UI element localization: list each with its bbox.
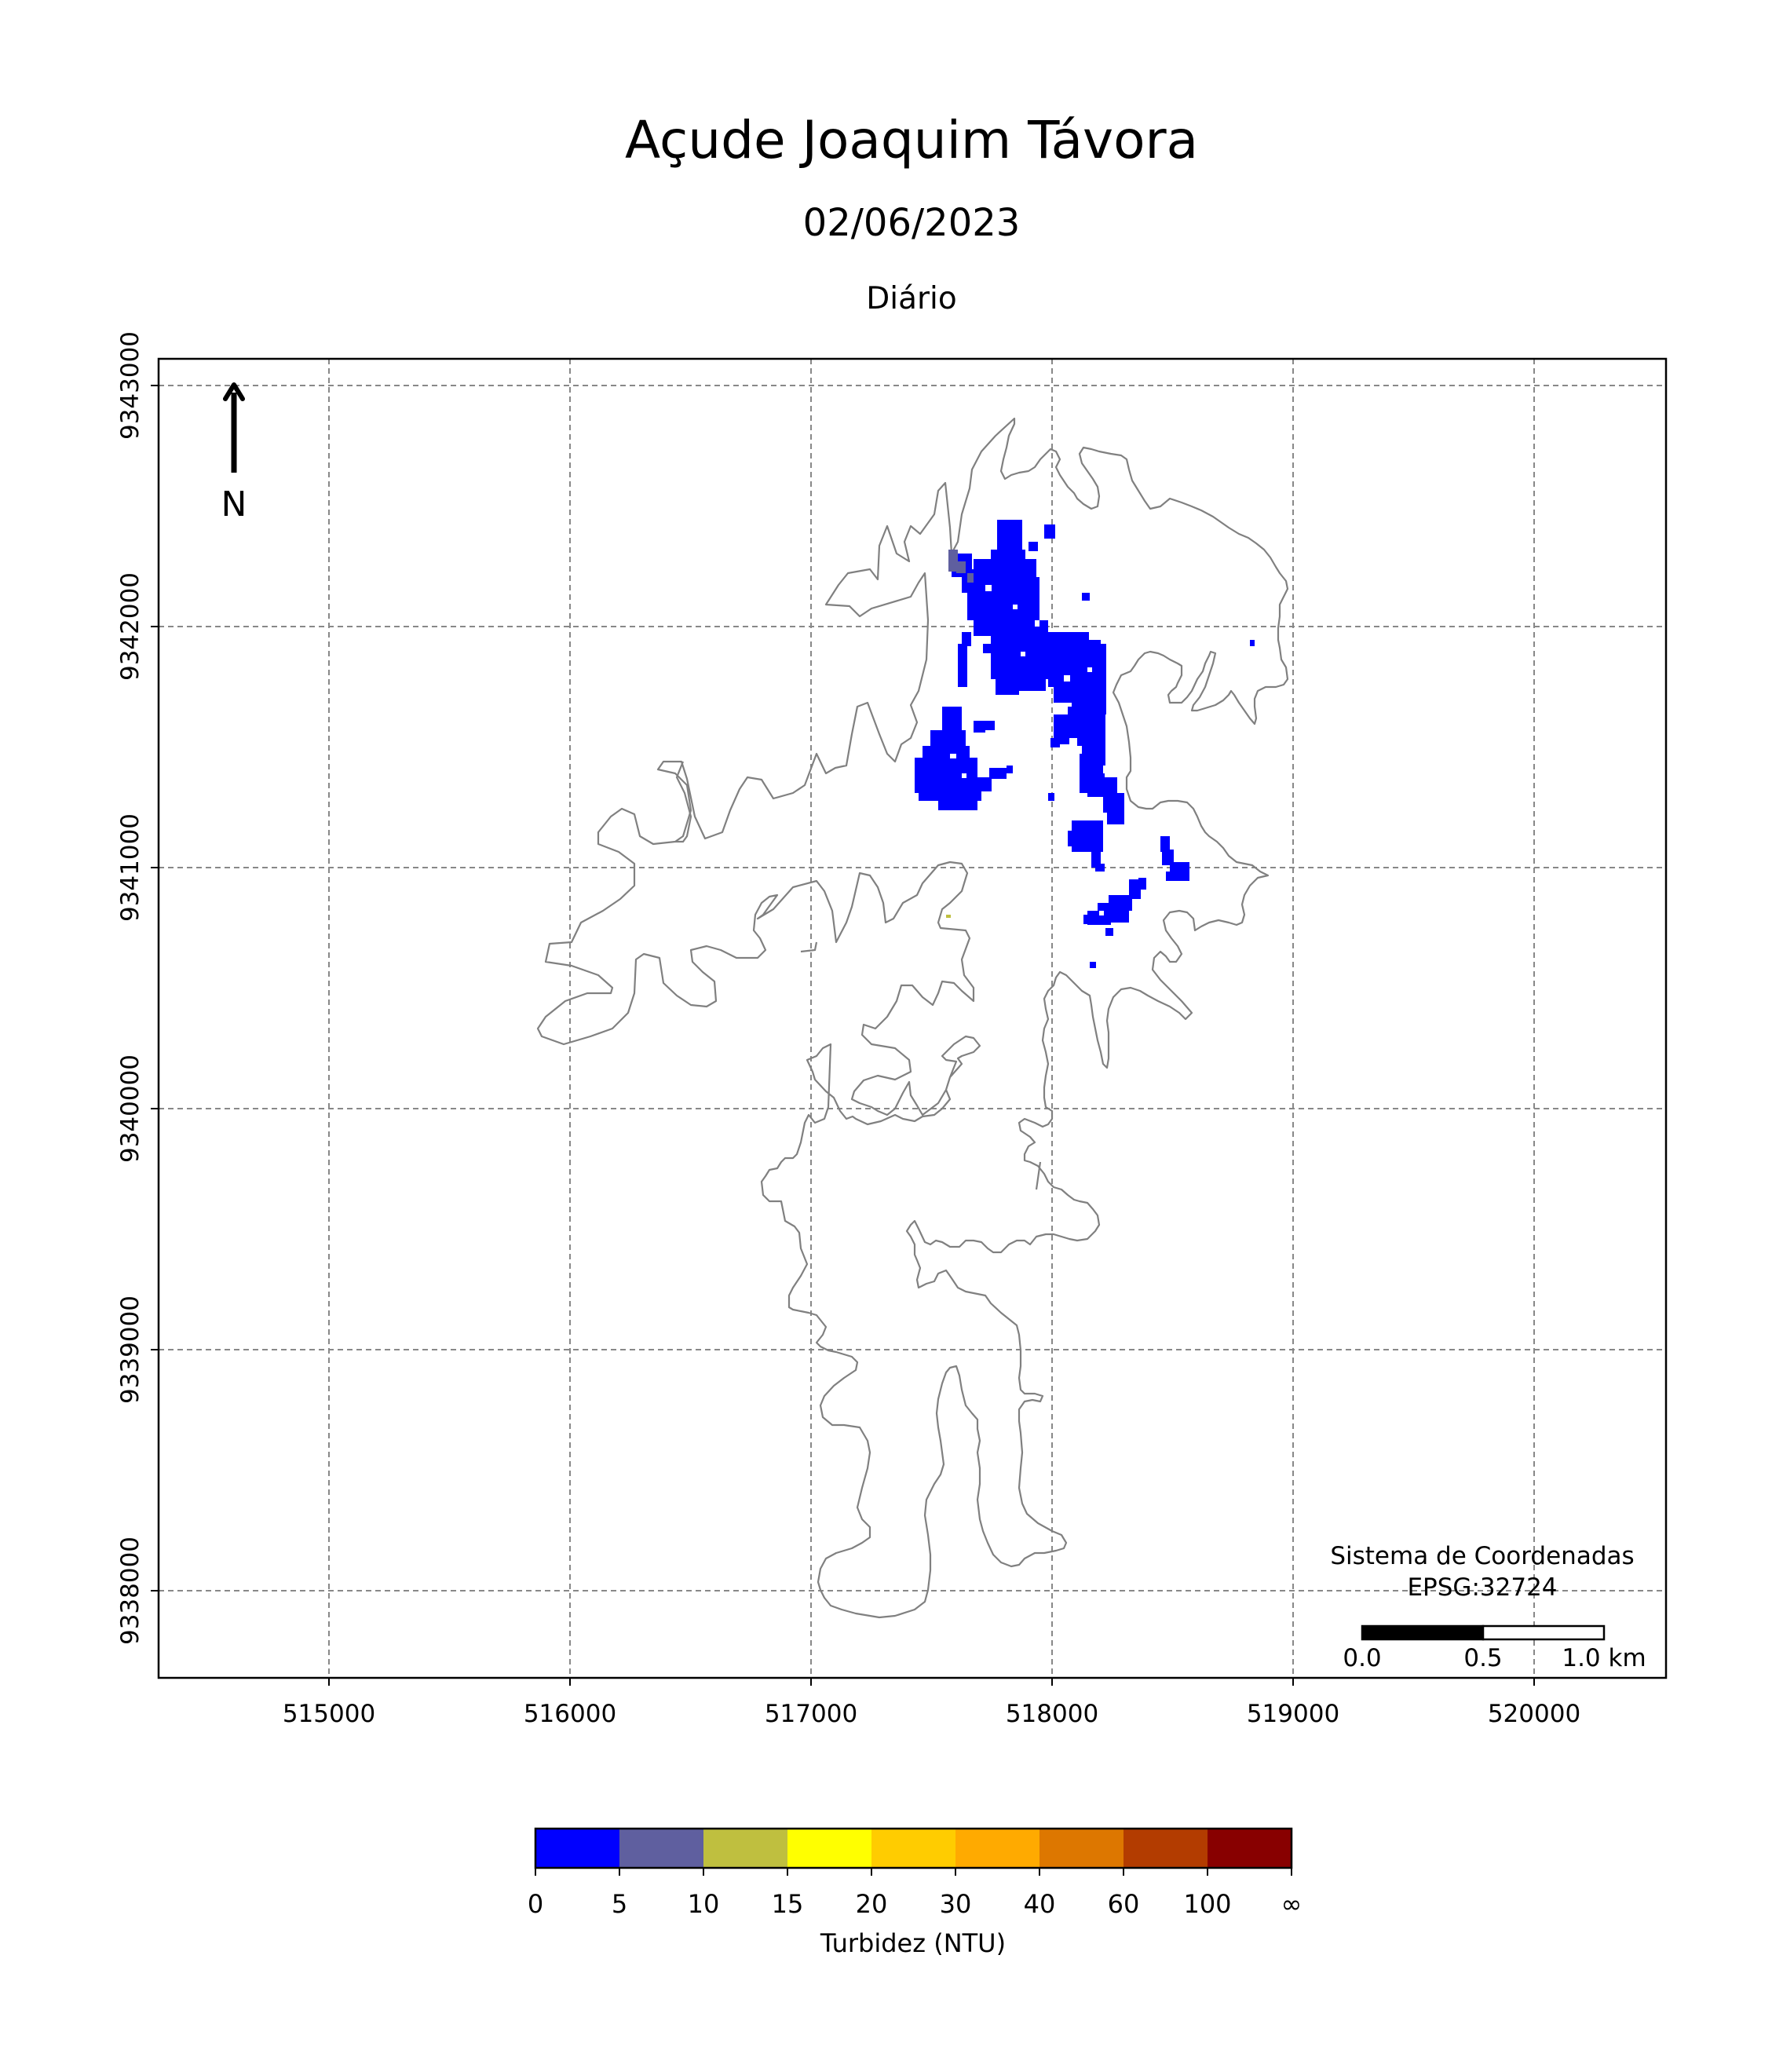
map-area xyxy=(159,359,1666,1678)
x-tick-labels: 515000 516000 517000 518000 519000 52000… xyxy=(283,1700,1580,1728)
colorbar-tick-label: 5 xyxy=(612,1889,627,1919)
colorbar-segment-30-40 xyxy=(955,1829,1039,1868)
colorbar-segment-100-inf xyxy=(1208,1829,1292,1868)
colorbar-tick-label: 100 xyxy=(1183,1889,1231,1919)
colorbar-tick-label: 30 xyxy=(940,1889,972,1919)
colorbar-title: Turbidez (NTU) xyxy=(820,1928,1006,1958)
x-tick-label: 519000 xyxy=(1247,1700,1339,1728)
colorbar-tick-label: 60 xyxy=(1108,1889,1140,1919)
y-tick-label: 9339000 xyxy=(116,1295,144,1404)
x-tick-label: 520000 xyxy=(1488,1700,1580,1728)
colorbar-segment-60-100 xyxy=(1124,1829,1208,1868)
scale-bar-segment-white xyxy=(1483,1626,1604,1639)
colorbar-segment-5-10 xyxy=(619,1829,703,1868)
colorbar-segment-15-20 xyxy=(787,1829,871,1868)
colorbar-segment-0-5 xyxy=(535,1829,619,1868)
colorbar-tick-label: 20 xyxy=(856,1889,888,1919)
crs-code: EPSG:32724 xyxy=(1407,1573,1557,1602)
y-tick-label: 9341000 xyxy=(116,813,144,922)
north-label: N xyxy=(221,484,247,524)
y-tick-labels: 9343000 9342000 9341000 9340000 9339000 … xyxy=(116,331,144,1645)
colorbar-tick-label: ∞ xyxy=(1281,1889,1303,1919)
y-tick-label: 9340000 xyxy=(116,1054,144,1163)
y-tick-label: 9338000 xyxy=(116,1537,144,1645)
colorbar-tick-label: 10 xyxy=(688,1889,720,1919)
colorbar-segment-40-60 xyxy=(1039,1829,1124,1868)
crs-label: Sistema de Coordenadas xyxy=(1330,1542,1634,1570)
y-tick-label: 9342000 xyxy=(116,572,144,681)
scale-bar-segment-black xyxy=(1362,1626,1483,1639)
scale-bar-label: 0.0 xyxy=(1343,1644,1381,1672)
x-tick-label: 518000 xyxy=(1006,1700,1098,1728)
colorbar-tick-label: 15 xyxy=(772,1889,804,1919)
water-pixel-yellow xyxy=(946,915,951,918)
x-tick-label: 515000 xyxy=(283,1700,375,1728)
colorbar-tick-label: 40 xyxy=(1024,1889,1056,1919)
colorbar-tick-label: 0 xyxy=(528,1889,543,1919)
x-tick-label: 517000 xyxy=(765,1700,857,1728)
colorbar-segment-10-15 xyxy=(703,1829,787,1868)
scale-bar-label: 1.0 km xyxy=(1562,1644,1646,1672)
colorbar: 0 5 10 15 20 30 40 60 100 ∞ Turbidez (NT… xyxy=(528,1829,1303,1958)
y-tick-label: 9343000 xyxy=(116,331,144,440)
scale-bar-label: 0.5 xyxy=(1463,1644,1502,1672)
x-tick-label: 516000 xyxy=(524,1700,616,1728)
colorbar-segment-20-30 xyxy=(871,1829,955,1868)
